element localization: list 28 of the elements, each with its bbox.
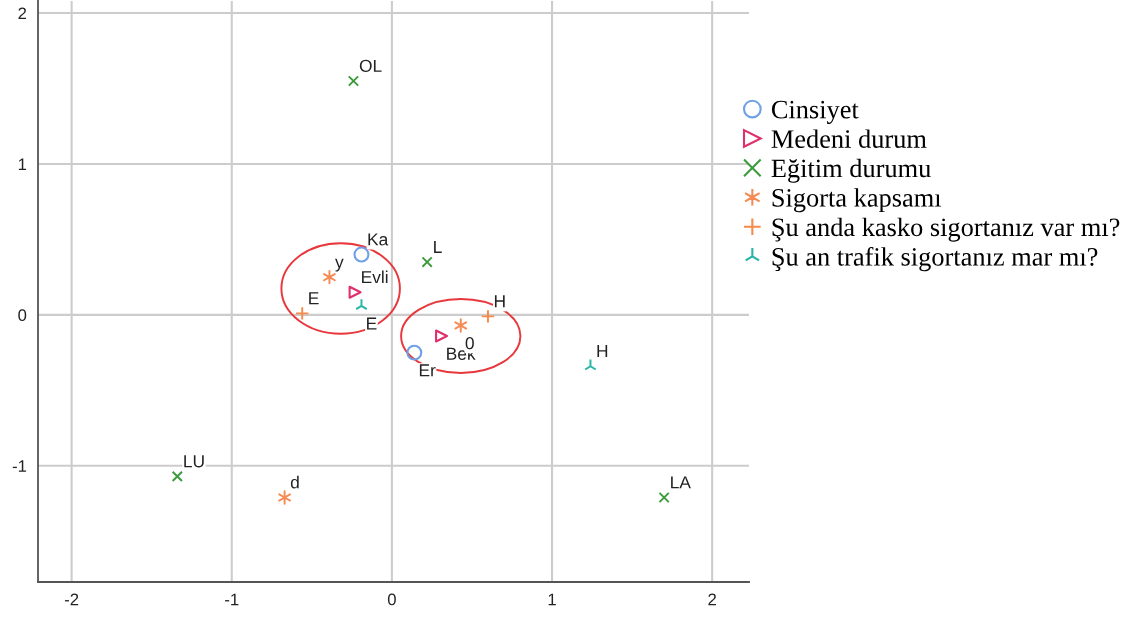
legend-label: Sigorta kapsamı <box>772 188 942 213</box>
annotation: H <box>597 345 608 358</box>
legend-label: Medeni durum <box>771 129 927 148</box>
legend-label: Şu an trafik sigortanız mar mı? <box>772 246 1098 272</box>
legend-label: Cinsiyet <box>771 100 859 124</box>
annotation: LU <box>184 455 204 468</box>
annotation: d <box>290 475 299 489</box>
annotation: Er <box>419 364 436 377</box>
x-tick-label: -2 <box>64 593 79 606</box>
annotation: OL <box>359 59 382 72</box>
legend-label: Şu anda kasko sigortanız var mı? <box>772 217 1120 242</box>
y-tick-label: 1 <box>18 158 27 171</box>
x-tick-label: 2 <box>708 593 716 606</box>
x-tick-label: -1 <box>225 593 239 606</box>
annotation: E <box>309 292 319 305</box>
y-tick-label: 2 <box>18 7 27 20</box>
y-tick-label: -1 <box>12 460 27 472</box>
annotation: L <box>434 240 442 253</box>
annotation: LA <box>671 476 691 489</box>
annotation: y <box>335 258 344 272</box>
legend-label: Eğitim durumu <box>771 158 931 183</box>
annotation: H <box>494 295 505 308</box>
x-tick-label: 0 <box>387 593 396 606</box>
y-tick-label: 0 <box>18 309 27 322</box>
annotation: E <box>367 317 377 330</box>
annotation: Ka <box>368 233 389 246</box>
x-tick-label: 1 <box>548 593 556 606</box>
annotation: Evli <box>362 270 388 284</box>
